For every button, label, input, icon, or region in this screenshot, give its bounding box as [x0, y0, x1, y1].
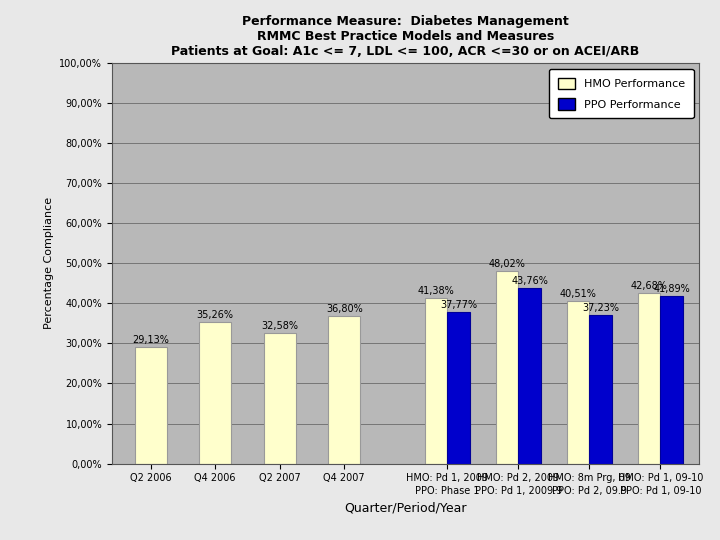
Text: 42,68%: 42,68% — [631, 281, 667, 291]
Bar — [567, 301, 590, 463]
Text: 36,80%: 36,80% — [326, 304, 363, 314]
Bar — [264, 333, 296, 463]
Text: 41,89%: 41,89% — [653, 284, 690, 294]
Bar — [425, 298, 447, 463]
Bar — [447, 312, 470, 463]
Y-axis label: Percentage Compliance: Percentage Compliance — [44, 197, 54, 329]
Text: 48,02%: 48,02% — [489, 259, 526, 269]
Bar — [135, 347, 167, 463]
Bar — [518, 288, 541, 463]
Bar — [199, 322, 231, 463]
X-axis label: Quarter/Period/Year: Quarter/Period/Year — [344, 501, 467, 514]
Text: 29,13%: 29,13% — [132, 335, 169, 345]
Legend: HMO Performance, PPO Performance: HMO Performance, PPO Performance — [549, 69, 693, 118]
Text: 41,38%: 41,38% — [418, 286, 454, 296]
Bar — [328, 316, 361, 463]
Text: 40,51%: 40,51% — [559, 289, 597, 299]
Bar — [660, 296, 683, 463]
Text: 43,76%: 43,76% — [511, 276, 548, 286]
Bar — [638, 293, 660, 463]
Bar — [496, 272, 518, 463]
Title: Performance Measure:  Diabetes Management
RMMC Best Practice Models and Measures: Performance Measure: Diabetes Management… — [171, 15, 639, 58]
Text: 32,58%: 32,58% — [261, 321, 298, 331]
Text: 37,77%: 37,77% — [440, 300, 477, 310]
Text: 37,23%: 37,23% — [582, 302, 619, 313]
Text: 35,26%: 35,26% — [197, 310, 234, 320]
Bar — [590, 314, 612, 463]
